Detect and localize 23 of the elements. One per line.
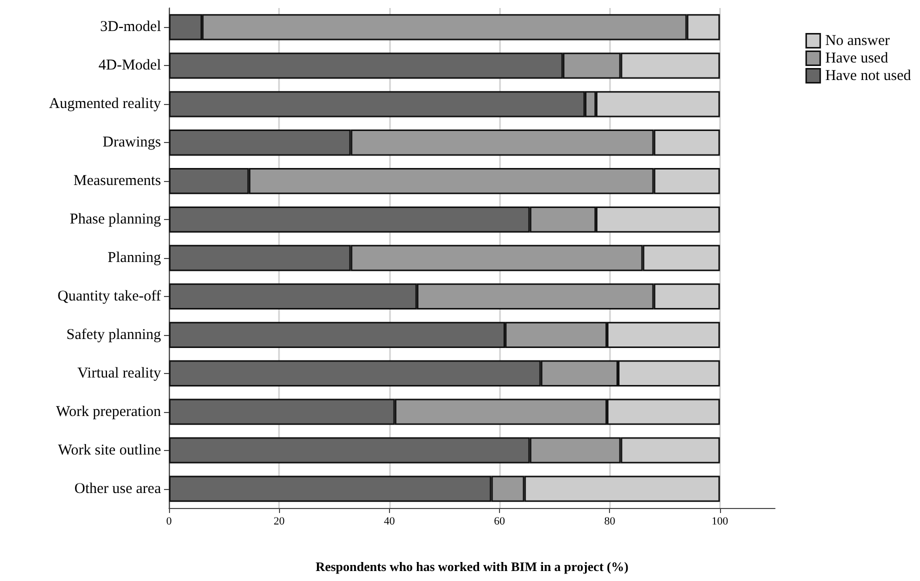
x-tick-label: 20 <box>274 516 286 528</box>
x-tick-label: 80 <box>604 516 616 528</box>
y-tick-label: Work preperation <box>56 404 162 420</box>
legend-label: No answer <box>825 32 890 49</box>
x-tick-label: 40 <box>384 516 396 528</box>
legend-label: Have used <box>825 50 889 66</box>
y-tick-label: Other use area <box>74 480 162 497</box>
legend-label: Have not used <box>825 68 912 84</box>
y-tick-label: Work site outline <box>58 442 162 458</box>
y-tick-label: Measurements <box>74 173 162 190</box>
x-tick-label: 60 <box>494 516 506 528</box>
y-tick-label: 4D-Model <box>98 58 161 74</box>
y-tick-label: Virtual reality <box>77 365 162 382</box>
y-tick-label: Drawings <box>102 134 162 151</box>
y-tick-label: Safety planning <box>66 326 162 343</box>
y-tick-label: Quantity take-off <box>58 288 161 304</box>
x-axis-title: Respondents who has worked with BIM in a project (%) <box>316 559 628 574</box>
x-tick-label: 0 <box>166 516 172 528</box>
y-tick-label: Planning <box>108 250 162 266</box>
x-tick-label: 100 <box>712 516 729 528</box>
y-tick-label: 3D-model <box>100 19 161 36</box>
y-tick-label: Phase planning <box>70 212 162 228</box>
y-tick-label: Augmented reality <box>48 96 162 112</box>
